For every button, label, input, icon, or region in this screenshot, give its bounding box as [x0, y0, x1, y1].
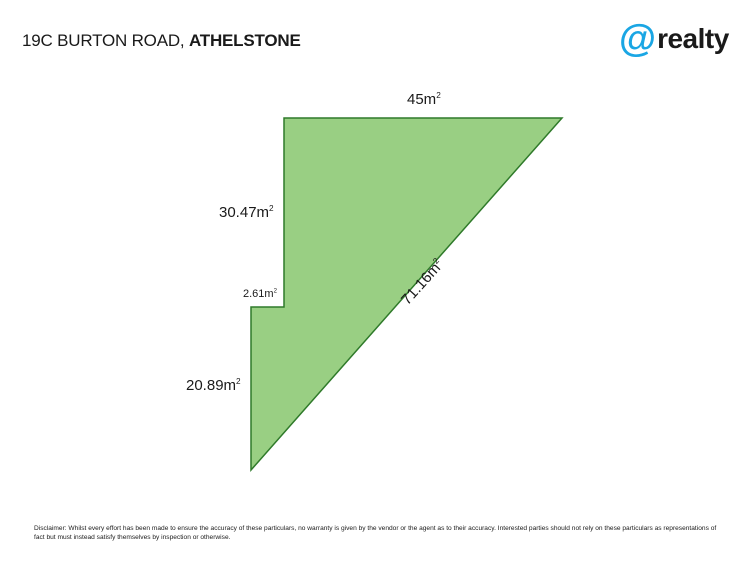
boundary-label-step: 2.61m2 [243, 288, 277, 300]
boundary-label-lower-left: 20.89m2 [186, 376, 241, 394]
logo-at-symbol: @ [619, 18, 657, 60]
disclaimer-text: Disclaimer: Whilst every effort has been… [34, 525, 717, 541]
land-parcel-shape [250, 117, 564, 472]
logo-wordmark: realty [657, 23, 729, 54]
boundary-label-upper-left: 30.47m2 [219, 203, 274, 221]
boundary-label-top: 45m2 [407, 90, 441, 108]
realty-logo: @ realty [619, 20, 729, 58]
address-street: 19C BURTON ROAD, [22, 31, 185, 50]
property-address: 19C BURTON ROAD, ATHELSTONE [22, 31, 301, 51]
address-suburb: ATHELSTONE [188, 31, 301, 50]
